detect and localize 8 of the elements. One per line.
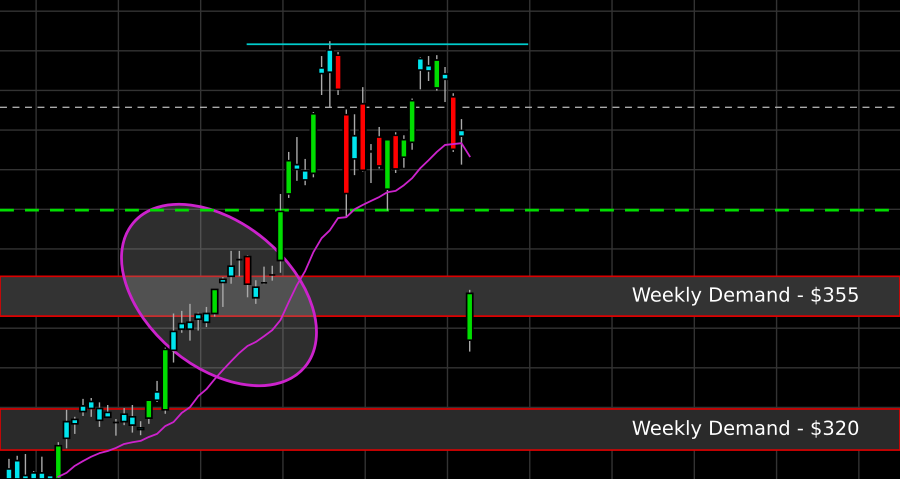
candlestick <box>252 280 260 305</box>
band-label: Weekly Demand - $320 <box>632 420 858 439</box>
candlestick <box>136 420 145 436</box>
candlestick <box>260 266 268 285</box>
band-label: Weekly Demand - $355 <box>632 286 858 306</box>
candlestick <box>218 276 227 308</box>
candlestick <box>268 265 276 282</box>
candlestick <box>227 250 236 284</box>
